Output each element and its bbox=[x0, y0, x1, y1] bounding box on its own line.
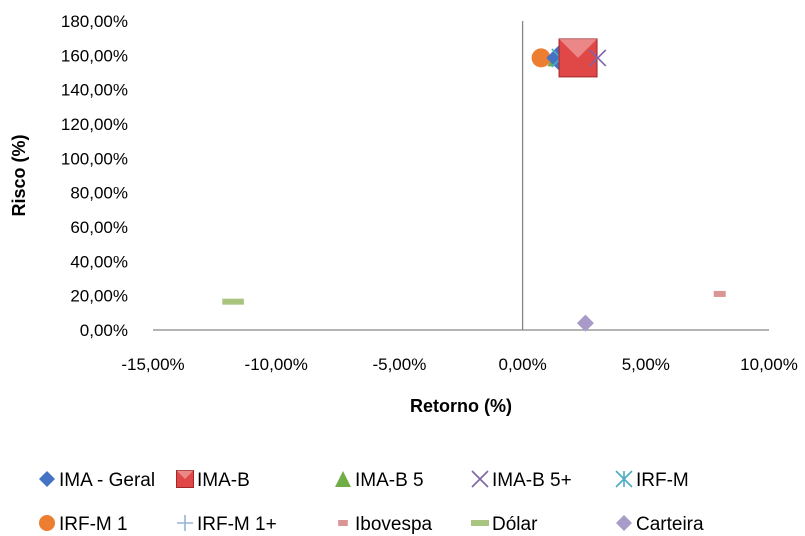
x-tick-label: 5,00% bbox=[622, 355, 670, 374]
data-point bbox=[713, 290, 726, 297]
data-point bbox=[589, 49, 607, 67]
legend-marker bbox=[177, 515, 193, 531]
y-tick-label: 0,00% bbox=[80, 321, 128, 340]
legend-item: IRF-M 1 bbox=[39, 514, 128, 535]
y-tick-label: 120,00% bbox=[61, 115, 128, 134]
y-tick-label: 60,00% bbox=[70, 218, 128, 237]
y-tick-label: 160,00% bbox=[61, 46, 128, 65]
x-tick-label: -15,00% bbox=[121, 355, 184, 374]
legend-label: IRF-M bbox=[636, 470, 689, 491]
legend-marker bbox=[335, 471, 351, 487]
legend-label: IMA-B 5 bbox=[355, 470, 424, 491]
legend-marker bbox=[616, 515, 632, 531]
plot-area: 0,00% 20,00% 40,00% 60,00% 80,00% 100,00% 120,… bbox=[61, 12, 798, 374]
x-tick-label: 10,00% bbox=[740, 355, 798, 374]
legend-item: Carteira bbox=[616, 514, 704, 535]
legend-item: IMA-B 5 bbox=[335, 470, 424, 491]
x-tick-label: -10,00% bbox=[245, 355, 308, 374]
legend-label: IMA-B 5+ bbox=[492, 470, 572, 491]
x-tick-label: 0,00% bbox=[498, 355, 546, 374]
legend-item: IMA-B bbox=[176, 470, 250, 491]
legend-marker bbox=[471, 470, 489, 488]
data-point bbox=[576, 314, 594, 332]
legend-item: IRF-M bbox=[615, 470, 689, 491]
legend: IMA - Geral IMA-B IMA-B 5 IMA-B 5+ IRF-M IRF-… bbox=[39, 470, 704, 535]
y-tick-label: 140,00% bbox=[61, 81, 128, 100]
y-axis-title: Risco (%) bbox=[9, 134, 29, 216]
legend-marker bbox=[39, 471, 55, 487]
y-tick-label: 20,00% bbox=[70, 287, 128, 306]
legend-item: IRF-M 1+ bbox=[177, 514, 277, 535]
legend-item: IMA-B 5+ bbox=[471, 470, 572, 491]
x-axis-title: Retorno (%) bbox=[410, 396, 512, 416]
legend-item: IMA - Geral bbox=[39, 470, 155, 491]
legend-label: IRF-M 1+ bbox=[197, 514, 277, 535]
y-tick-label: 80,00% bbox=[70, 184, 128, 203]
legend-marker bbox=[176, 470, 194, 488]
legend-label: IMA - Geral bbox=[59, 470, 155, 491]
legend-marker bbox=[338, 520, 348, 526]
y-tick-label: 100,00% bbox=[61, 149, 128, 168]
legend-label: IMA-B bbox=[197, 470, 250, 491]
data-point bbox=[531, 48, 551, 68]
legend-label: IRF-M 1 bbox=[59, 514, 128, 535]
y-tick-label: 180,00% bbox=[61, 12, 128, 31]
legend-marker bbox=[39, 515, 55, 531]
data-point bbox=[222, 298, 244, 305]
data-point bbox=[558, 38, 598, 78]
legend-item: Ibovespa bbox=[338, 514, 433, 535]
legend-marker bbox=[471, 520, 489, 526]
y-tick-label: 40,00% bbox=[70, 252, 128, 271]
legend-marker bbox=[615, 470, 633, 488]
legend-label: Carteira bbox=[636, 514, 704, 535]
x-tick-label: -5,00% bbox=[372, 355, 426, 374]
legend-item: Dólar bbox=[471, 514, 538, 535]
legend-label: Ibovespa bbox=[355, 514, 433, 535]
legend-label: Dólar bbox=[492, 514, 538, 535]
